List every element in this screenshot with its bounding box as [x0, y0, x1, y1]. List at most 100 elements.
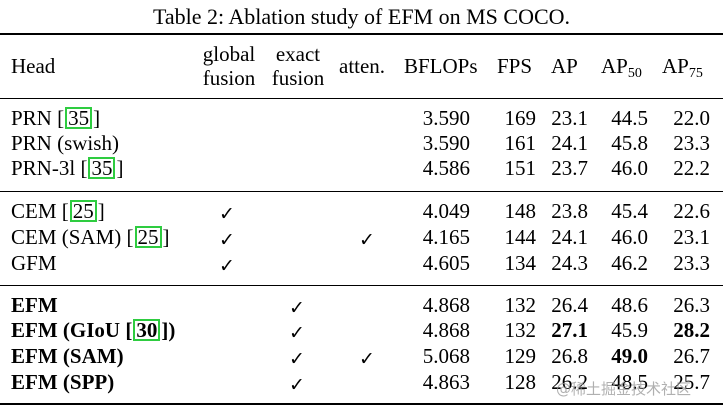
citation-link[interactable]: 25 — [134, 226, 162, 248]
ap50-cell: 46.0 — [611, 156, 648, 180]
row-2-name: PRN (swish) — [11, 131, 119, 155]
citation-link[interactable]: 35 — [65, 107, 93, 129]
ap75-cell-best: 28.2 — [673, 318, 710, 342]
bflops-cell: 4.165 — [422, 225, 470, 249]
fps-cell: 148 — [504, 199, 537, 223]
ap-cell-best: 27.1 — [551, 318, 588, 342]
ap50-cell: 44.5 — [611, 106, 648, 130]
ap-cell: 26.2 — [551, 370, 588, 394]
ap50-cell: 45.9 — [611, 318, 648, 342]
bflops-cell: 5.068 — [422, 344, 470, 368]
header-global-fusion: global fusion — [197, 42, 261, 90]
ap50-cell: 46.2 — [611, 251, 648, 275]
row-1-head: PRN [35] — [11, 106, 101, 130]
row-4-head: CEM [25] — [11, 199, 105, 223]
ap-cell: 23.1 — [551, 106, 588, 130]
bflops-cell: 4.868 — [422, 318, 470, 342]
row-5-name: CEM (SAM) — [11, 225, 127, 249]
top-rule — [0, 33, 723, 35]
check-icon: ✓ — [289, 297, 305, 319]
header-fps: FPS — [497, 54, 533, 78]
ap75-cell: 22.2 — [673, 156, 710, 180]
fps-cell: 132 — [504, 293, 537, 317]
row-3-head: PRN-3l [35] — [11, 156, 124, 180]
fps-cell: 129 — [504, 344, 537, 368]
ap-cell: 23.8 — [551, 199, 588, 223]
row-1-name: PRN — [11, 106, 58, 130]
check-icon: ✓ — [289, 374, 305, 396]
header-exact-line1: exact — [275, 42, 321, 66]
citation-link[interactable]: 30 — [133, 319, 161, 341]
ap50-cell-best: 49.0 — [611, 344, 648, 368]
ap50-cell: 45.4 — [611, 199, 648, 223]
row-8-name-post: ) — [168, 318, 176, 342]
table-caption: Table 2: Ablation study of EFM on MS COC… — [152, 4, 571, 29]
ap-cell: 24.1 — [551, 131, 588, 155]
ap50-cell: 48.6 — [611, 293, 648, 317]
row-9-head: EFM (SAM) — [11, 344, 124, 368]
fps-cell: 132 — [504, 318, 537, 342]
ap50-cell: 45.8 — [611, 131, 648, 155]
row-8-head: EFM (GIoU [30]) — [11, 318, 176, 342]
ap75-cell: 23.3 — [673, 251, 710, 275]
ap50-cell: 46.0 — [611, 225, 648, 249]
fps-cell: 151 — [504, 156, 537, 180]
row-7-name: EFM — [11, 293, 58, 317]
fps-cell: 161 — [504, 131, 537, 155]
bflops-cell: 4.605 — [422, 251, 470, 275]
fps-cell: 169 — [504, 106, 537, 130]
header-ap50: AP50 — [601, 54, 642, 81]
header-bflops: BFLOPs — [404, 54, 478, 78]
ap-cell: 26.8 — [551, 344, 588, 368]
ap75-cell: 23.1 — [673, 225, 710, 249]
check-icon: ✓ — [219, 229, 235, 251]
row-3-name: PRN-3l — [11, 156, 81, 180]
bflops-cell: 4.586 — [422, 156, 470, 180]
bottom-rule — [0, 403, 723, 405]
watermark-text: @稀土掘金技术社区 — [556, 380, 692, 398]
header-ap: AP — [551, 54, 578, 78]
header-exact-fusion: exact fusion — [266, 42, 330, 90]
row-10-head: EFM (SPP) — [11, 370, 114, 394]
bflops-cell: 3.590 — [422, 106, 470, 130]
bflops-cell: 4.868 — [422, 293, 470, 317]
check-icon: ✓ — [289, 348, 305, 370]
ap50-cell: 48.5 — [611, 370, 648, 394]
ap75-cell: 25.7 — [673, 370, 710, 394]
fps-cell: 128 — [504, 370, 537, 394]
bflops-cell: 4.049 — [422, 199, 470, 223]
citation-link[interactable]: 25 — [69, 200, 97, 222]
header-global-line2: fusion — [202, 66, 256, 90]
row-2-head: PRN (swish) — [11, 131, 119, 155]
ap75-cell: 23.3 — [673, 131, 710, 155]
row-5-head: CEM (SAM) [25] — [11, 225, 170, 249]
row-6-head: GFM — [11, 251, 57, 275]
group-rule-1 — [0, 191, 723, 192]
ap75-cell: 26.3 — [673, 293, 710, 317]
row-4-name: CEM — [11, 199, 62, 223]
header-ap75: AP75 — [662, 54, 703, 81]
header-ap75-base: AP — [662, 54, 689, 78]
ap75-cell: 22.6 — [673, 199, 710, 223]
ap-cell: 23.7 — [551, 156, 588, 180]
ap75-cell: 22.0 — [673, 106, 710, 130]
header-global-line1: global — [202, 42, 256, 66]
fps-cell: 134 — [504, 251, 537, 275]
header-head: Head — [11, 54, 56, 78]
header-ap50-base: AP — [601, 54, 628, 78]
row-9-name: EFM (SAM) — [11, 344, 124, 368]
row-7-head: EFM — [11, 293, 58, 317]
check-icon: ✓ — [289, 322, 305, 344]
ap-cell: 26.4 — [551, 293, 588, 317]
check-icon: ✓ — [219, 203, 235, 225]
header-rule — [0, 98, 723, 99]
citation-link[interactable]: 35 — [88, 157, 116, 179]
ap-cell: 24.3 — [551, 251, 588, 275]
row-6-name: GFM — [11, 251, 57, 275]
check-icon: ✓ — [359, 229, 375, 251]
bflops-cell: 3.590 — [422, 131, 470, 155]
group-rule-2 — [0, 285, 723, 286]
row-8-name: EFM (GIoU — [11, 318, 126, 342]
check-icon: ✓ — [359, 348, 375, 370]
header-atten: atten. — [339, 54, 386, 78]
